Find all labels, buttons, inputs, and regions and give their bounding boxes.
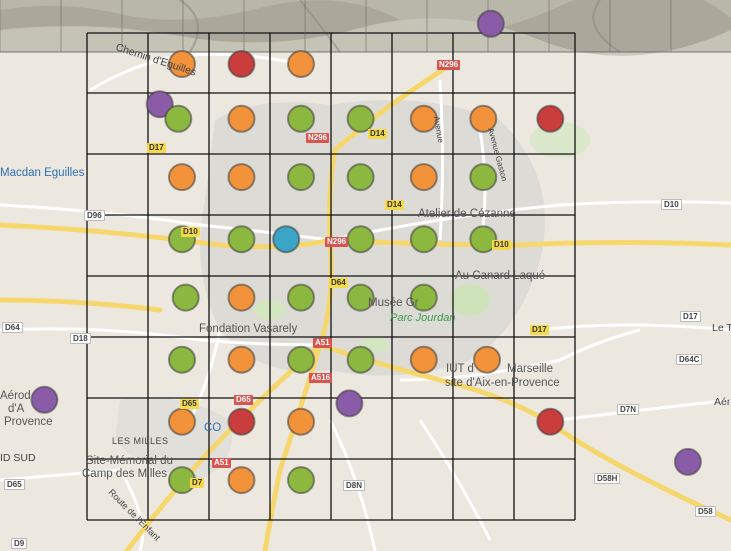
place-iut-2[interactable]: Marseille	[507, 363, 554, 375]
map-marker-orange[interactable]	[473, 345, 501, 374]
map-marker-red[interactable]	[227, 50, 256, 78]
place-macdan-eguilles[interactable]: Macdan Eguilles	[0, 167, 85, 179]
road-d64-left: D64	[2, 322, 23, 333]
place-atelier-cezanne[interactable]: Atelier de Cézanne	[418, 208, 516, 220]
place-nd-sud: ID SUD	[0, 452, 36, 464]
map-marker-orange[interactable]	[227, 163, 256, 192]
road-d65-b: D65	[234, 395, 253, 405]
road-d8n: D8N	[343, 480, 366, 491]
road-n296-mid: N296	[306, 133, 330, 143]
map-marker-green[interactable]	[346, 225, 375, 254]
map-marker-orange[interactable]	[287, 407, 315, 436]
place-co[interactable]: CO	[204, 422, 222, 434]
place-au-canard-laque[interactable]: Au Canard Laqué	[455, 270, 546, 282]
map-marker-orange[interactable]	[168, 407, 196, 436]
road-a51-a: A51	[313, 338, 332, 348]
road-d17-right: D17	[680, 311, 701, 322]
road-d10-a: D10	[181, 227, 200, 237]
map-marker-green[interactable]	[287, 163, 315, 192]
map-marker-green[interactable]	[227, 225, 256, 254]
place-musee[interactable]: Musée Gr	[368, 297, 419, 309]
map-marker-blue[interactable]	[272, 225, 301, 254]
grid-lines	[86, 32, 576, 521]
road-d65-c: D65	[4, 479, 25, 490]
road-d65-a: D65	[180, 399, 199, 409]
map-marker-orange[interactable]	[227, 283, 256, 312]
place-aero-right: Aéro	[714, 396, 731, 408]
map-marker-purple[interactable]	[145, 90, 174, 119]
road-a51-b: A51	[212, 458, 231, 468]
road-d10-right: D10	[661, 199, 682, 210]
map-marker-orange[interactable]	[227, 466, 256, 495]
road-d96: D96	[84, 210, 105, 221]
map-marker-green[interactable]	[346, 104, 375, 133]
road-n296-top: N296	[437, 60, 461, 70]
map-marker-purple[interactable]	[476, 9, 505, 38]
map-marker-orange[interactable]	[287, 50, 315, 78]
road-d17-left: D17	[147, 143, 166, 153]
map-marker-green[interactable]	[409, 225, 438, 254]
place-fondation-vasarely[interactable]: Fondation Vasarely	[199, 323, 298, 335]
map-marker-green[interactable]	[409, 283, 438, 312]
grid-overlay	[0, 0, 731, 521]
road-d10-b: D10	[492, 240, 511, 250]
map-marker-orange[interactable]	[409, 163, 438, 192]
road-d7n: D7N	[617, 404, 640, 415]
road-d64c: D64C	[676, 354, 703, 365]
map-marker-purple[interactable]	[30, 385, 59, 414]
map-marker-orange[interactable]	[227, 104, 256, 133]
map-marker-green[interactable]	[164, 104, 193, 133]
map-marker-orange[interactable]	[168, 163, 196, 192]
map-marker-orange[interactable]	[409, 104, 438, 133]
map-marker-green[interactable]	[469, 163, 498, 192]
map-marker-orange[interactable]	[469, 104, 498, 133]
place-aerodrome-2[interactable]: d'A	[8, 403, 25, 415]
road-d64-center: D64	[329, 278, 348, 288]
road-d14-a: D14	[368, 129, 387, 139]
place-iut-1[interactable]: IUT d	[446, 363, 474, 375]
map-marker-green[interactable]	[287, 283, 315, 312]
road-d58h: D58H	[594, 473, 621, 484]
map-marker-green[interactable]	[287, 466, 315, 495]
map-marker-red[interactable]	[536, 407, 565, 436]
place-memorial-2[interactable]: Camp des Milles	[82, 468, 167, 480]
map-marker-green[interactable]	[287, 345, 315, 374]
road-a516: A516	[309, 373, 333, 383]
map-marker-purple[interactable]	[335, 389, 364, 418]
road-n296-center: N296	[325, 237, 349, 247]
place-le-t: Le T	[712, 322, 731, 334]
map-marker-green[interactable]	[346, 283, 375, 312]
map-marker-red[interactable]	[227, 407, 256, 436]
place-iut-3[interactable]: site d'Aix-en-Provence	[445, 377, 560, 389]
map-marker-green[interactable]	[346, 163, 375, 192]
place-les-milles: LES MILLES	[112, 436, 169, 446]
place-memorial-1[interactable]: Site-Mémorial du	[86, 455, 173, 467]
map-marker-orange[interactable]	[409, 345, 438, 374]
road-d14-b: D14	[385, 200, 404, 210]
map-marker-green[interactable]	[168, 345, 196, 374]
road-d17-mid: D17	[530, 325, 549, 335]
place-aerodrome-3[interactable]: Provence	[4, 416, 53, 428]
road-d58: D58	[695, 506, 716, 517]
map-marker-orange[interactable]	[227, 345, 256, 374]
road-d9: D9	[11, 538, 28, 549]
road-d18: D18	[70, 333, 91, 344]
map-marker-green[interactable]	[171, 283, 200, 312]
map-marker-orange[interactable]	[168, 50, 196, 78]
place-parc-jourdan[interactable]: Parc Jourdan	[390, 312, 456, 324]
map-marker-green[interactable]	[469, 225, 498, 254]
place-aerodrome-1[interactable]: Aérod	[0, 390, 31, 402]
markers-layer	[30, 9, 702, 495]
map-marker-green[interactable]	[287, 104, 315, 133]
map-marker-red[interactable]	[536, 104, 565, 133]
satellite-strip	[0, 0, 731, 56]
road-d7: D7	[190, 478, 205, 488]
map-marker-purple[interactable]	[673, 447, 702, 476]
map-marker-green[interactable]	[346, 345, 375, 374]
